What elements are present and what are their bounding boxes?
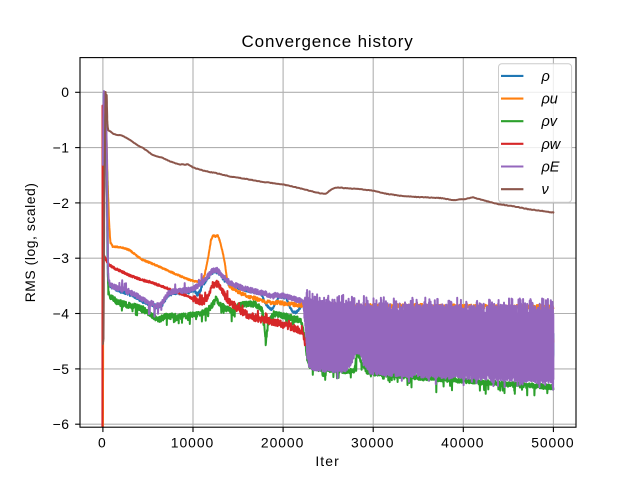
svg-text:0: 0	[61, 84, 69, 100]
svg-text:0: 0	[98, 435, 107, 451]
svg-text:−6: −6	[53, 416, 70, 432]
svg-text:10000: 10000	[171, 435, 214, 451]
svg-text:−4: −4	[53, 305, 70, 321]
svg-text:ν: ν	[542, 182, 550, 198]
svg-text:−1: −1	[53, 140, 70, 156]
svg-text:−2: −2	[53, 195, 70, 211]
svg-text:ρw: ρw	[541, 137, 562, 153]
svg-text:Iter: Iter	[315, 453, 339, 469]
svg-text:ρv: ρv	[541, 114, 558, 130]
svg-text:ρ: ρ	[541, 69, 550, 85]
svg-text:30000: 30000	[351, 435, 394, 451]
svg-text:ρu: ρu	[541, 92, 558, 108]
svg-text:50000: 50000	[531, 435, 574, 451]
svg-text:ρE: ρE	[541, 160, 560, 176]
svg-text:20000: 20000	[261, 435, 304, 451]
svg-text:Convergence history: Convergence history	[242, 32, 414, 51]
svg-text:RMS (log, scaled): RMS (log, scaled)	[22, 183, 38, 303]
svg-text:40000: 40000	[441, 435, 484, 451]
svg-text:−5: −5	[53, 361, 70, 377]
svg-text:−3: −3	[53, 250, 70, 266]
